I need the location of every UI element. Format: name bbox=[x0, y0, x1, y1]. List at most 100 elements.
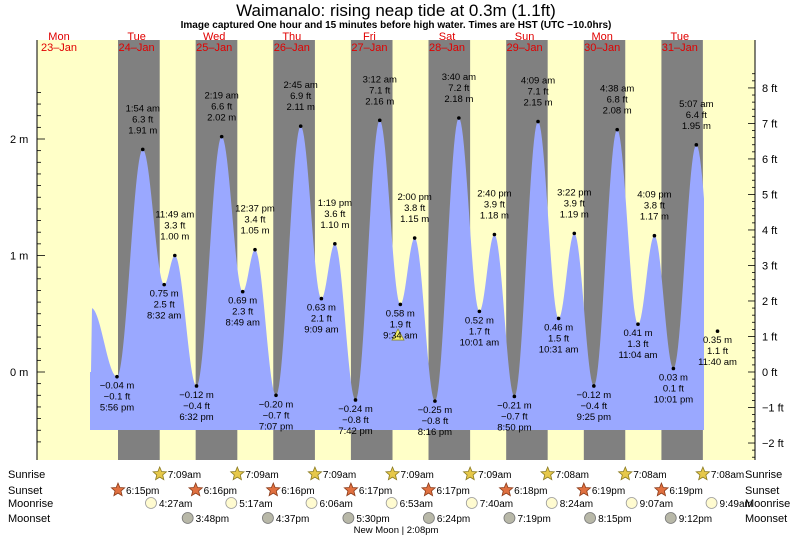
tide-event-dot bbox=[433, 399, 437, 403]
left-axis-label: 0 m bbox=[10, 367, 28, 379]
tide-event-label: 1.18 m bbox=[480, 211, 509, 222]
tide-event-label: 7.1 ft bbox=[527, 87, 548, 98]
moonrise-icon bbox=[225, 497, 238, 509]
moonset-entry: 4:37pm bbox=[262, 512, 309, 525]
sunrise-time: 7:09am bbox=[478, 470, 511, 481]
moonset-entry: 3:48pm bbox=[181, 512, 229, 525]
moonrise-row-label-left: Moonrise bbox=[8, 498, 53, 510]
day-headers: Mon23–JanTue24–JanWed25–JanThu26–JanFri2… bbox=[41, 31, 698, 54]
tide-event-label: 2.02 m bbox=[207, 113, 236, 124]
tide-event-dot bbox=[652, 233, 657, 238]
sunrise-entry: 7:09am bbox=[307, 465, 356, 481]
sunset-entry: 6:18pm bbox=[498, 481, 548, 497]
sunrise-time: 7:08am bbox=[556, 470, 589, 481]
tide-event-dot bbox=[671, 366, 676, 371]
moonset-icon bbox=[422, 512, 435, 524]
tide-event-label: 3.8 ft bbox=[644, 201, 665, 212]
moonset-time: 3:48pm bbox=[196, 514, 229, 525]
tide-event-label: 4:38 am bbox=[600, 84, 634, 95]
tide-event-dot bbox=[319, 296, 324, 301]
tide-event-high: 12:37 pm3.4 ft1.05 m bbox=[235, 204, 275, 252]
moonrise-icon bbox=[145, 497, 157, 509]
sunrise-icon bbox=[229, 465, 246, 481]
tide-event-label: 2.16 m bbox=[365, 96, 394, 107]
tide-event-low: 0.58 m1.9 ft9:34 am bbox=[383, 302, 418, 341]
moonrise-icon bbox=[625, 497, 638, 509]
tide-event-label: 6.9 ft bbox=[290, 91, 311, 102]
tide-event-label: 1.91 m bbox=[128, 125, 157, 136]
sunrise-icon bbox=[307, 465, 323, 481]
moonrise-entry: 9:07am bbox=[625, 497, 673, 510]
tide-event-dot bbox=[412, 236, 417, 240]
tide-event-low: −0.12 m−0.4 ft6:32 pm bbox=[179, 384, 214, 423]
tide-event-label: 11:04 am bbox=[619, 350, 658, 361]
sunset-icon bbox=[653, 481, 670, 497]
moonset-time: 5:30pm bbox=[356, 514, 389, 525]
moonrise-time: 4:27am bbox=[159, 499, 192, 510]
tide-event-label: −0.4 ft bbox=[183, 401, 210, 412]
right-axis-label: 1 ft bbox=[762, 331, 777, 343]
moonset-time: 8:15pm bbox=[598, 514, 631, 525]
sunrise-icon bbox=[695, 465, 711, 481]
moonset-time: 9:12pm bbox=[679, 514, 712, 525]
tide-event-label: −0.04 m bbox=[100, 381, 135, 392]
moonrise-time: 8:24am bbox=[560, 499, 593, 510]
tide-event-label: −0.7 ft bbox=[263, 410, 290, 421]
moonrise-entry: 6:53am bbox=[385, 497, 433, 510]
day-of-week: Wed bbox=[203, 31, 225, 43]
moonrise-time: 6:53am bbox=[400, 499, 433, 510]
tide-event-label: −0.12 m bbox=[179, 390, 214, 401]
tide-event-label: 2.18 m bbox=[444, 94, 473, 105]
day-date: 31–Jan bbox=[662, 42, 698, 54]
sun-moon-table: Sunrise Sunrise 7:09am 7:09am 7:09am 7:09am 7:… bbox=[8, 465, 790, 536]
tide-event-dot bbox=[140, 147, 145, 152]
tide-event-label: 6.3 ft bbox=[132, 114, 153, 125]
tide-event-dot bbox=[636, 322, 640, 327]
tide-event-label: 5:07 am bbox=[679, 99, 713, 110]
moonset-row-label-left: Moonset bbox=[8, 513, 50, 525]
right-axis-label: 8 ft bbox=[762, 83, 777, 95]
sunrise-time: 7:09am bbox=[323, 470, 356, 481]
tide-event-label: 2.3 ft bbox=[232, 307, 253, 318]
moonrise-icon bbox=[305, 497, 318, 509]
moonset-icon bbox=[262, 512, 274, 524]
tide-event-high: 5:07 am6.4 ft1.95 m bbox=[679, 99, 714, 147]
tide-event-label: −0.12 m bbox=[577, 390, 612, 401]
day-of-week: Mon bbox=[48, 31, 69, 43]
tide-event-label: 0.52 m bbox=[465, 315, 494, 326]
day-date: 26–Jan bbox=[274, 42, 310, 54]
sunrise-time: 7:08am bbox=[633, 470, 666, 481]
tide-event-label: 4:09 am bbox=[521, 76, 555, 87]
tide-event-dot bbox=[694, 143, 699, 147]
sunrise-time: 7:09am bbox=[401, 470, 434, 481]
tide-event-label: 3.9 ft bbox=[484, 200, 505, 211]
tide-event-label: 2.11 m bbox=[287, 102, 315, 113]
tide-event-dot bbox=[615, 127, 619, 132]
day-of-week: Thu bbox=[282, 31, 301, 43]
tide-event-dot bbox=[398, 302, 403, 307]
tide-event-label: 2.08 m bbox=[603, 106, 632, 117]
sunrise-entry: 7:09am bbox=[462, 465, 511, 481]
tide-event-label: 1.3 ft bbox=[627, 339, 648, 350]
tide-event-label: −0.8 ft bbox=[422, 416, 449, 427]
tide-event-label: −0.20 m bbox=[259, 399, 294, 410]
current-level-marker bbox=[391, 328, 405, 341]
sunrise-entry: 7:08am bbox=[617, 465, 667, 481]
tide-event-label: 3:22 pm bbox=[557, 187, 591, 198]
tide-event-label: −0.4 ft bbox=[581, 401, 608, 412]
tide-event-dot bbox=[492, 232, 497, 237]
chart-title: Waimanalo: rising neap tide at 0.3m (1.1… bbox=[236, 1, 556, 20]
sunset-icon bbox=[343, 481, 359, 497]
tide-event-label: 3.8 ft bbox=[404, 203, 425, 214]
tide-event-label: 6.8 ft bbox=[607, 95, 628, 106]
sunrise-icon bbox=[539, 465, 556, 481]
tide-event-high: 1:54 am6.3 ft1.91 m bbox=[126, 103, 160, 152]
tide-event-dot bbox=[194, 384, 199, 388]
tide-event-label: −0.21 m bbox=[497, 400, 532, 411]
tide-event-label: 2:45 am bbox=[284, 80, 318, 91]
